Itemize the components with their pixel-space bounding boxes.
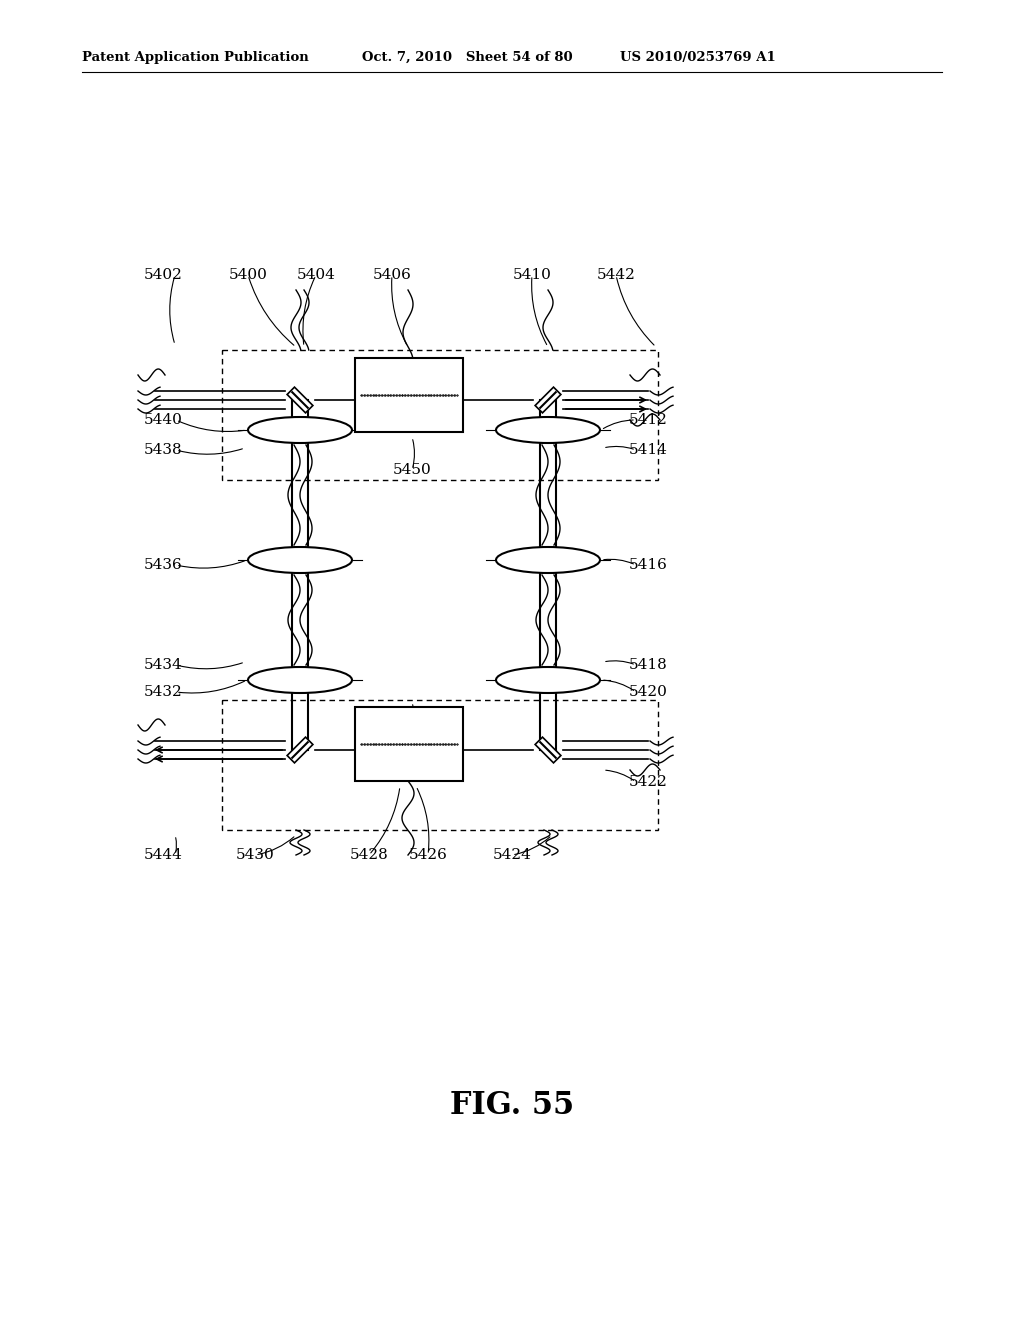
Text: 5412: 5412 [629, 413, 668, 426]
Ellipse shape [248, 667, 352, 693]
Text: 5444: 5444 [143, 847, 182, 862]
Bar [355, 358, 463, 432]
Ellipse shape [496, 417, 600, 444]
Text: 5410: 5410 [513, 268, 552, 282]
Text: FIG. 55: FIG. 55 [450, 1089, 574, 1121]
Text: 5418: 5418 [629, 657, 668, 672]
Text: 5440: 5440 [143, 413, 182, 426]
Text: 5438: 5438 [143, 444, 182, 457]
Text: 5436: 5436 [143, 558, 182, 572]
Text: 5432: 5432 [143, 685, 182, 700]
Polygon shape [536, 737, 561, 763]
Text: 5450: 5450 [392, 463, 431, 477]
Text: 5442: 5442 [597, 268, 636, 282]
Text: 5400: 5400 [228, 268, 267, 282]
Text: 5416: 5416 [629, 558, 668, 572]
Polygon shape [287, 387, 313, 413]
Text: US 2010/0253769 A1: US 2010/0253769 A1 [620, 50, 776, 63]
Bar [222, 350, 658, 480]
Bar [355, 708, 463, 781]
Text: 5430: 5430 [236, 847, 274, 862]
Text: 5404: 5404 [297, 268, 336, 282]
Text: 5420: 5420 [629, 685, 668, 700]
Ellipse shape [496, 546, 600, 573]
Text: 5402: 5402 [143, 268, 182, 282]
Text: Oct. 7, 2010   Sheet 54 of 80: Oct. 7, 2010 Sheet 54 of 80 [362, 50, 572, 63]
Polygon shape [287, 737, 313, 763]
Polygon shape [536, 387, 561, 413]
Text: 5406: 5406 [373, 268, 412, 282]
Bar [222, 700, 658, 830]
Ellipse shape [496, 667, 600, 693]
Ellipse shape [248, 546, 352, 573]
Text: 5428: 5428 [349, 847, 388, 862]
Text: 5434: 5434 [143, 657, 182, 672]
Text: 5414: 5414 [629, 444, 668, 457]
Text: 5424: 5424 [493, 847, 531, 862]
Ellipse shape [248, 417, 352, 444]
Text: Patent Application Publication: Patent Application Publication [82, 50, 309, 63]
Text: 5426: 5426 [409, 847, 447, 862]
Text: 5452: 5452 [392, 713, 431, 727]
Text: 5422: 5422 [629, 775, 668, 789]
